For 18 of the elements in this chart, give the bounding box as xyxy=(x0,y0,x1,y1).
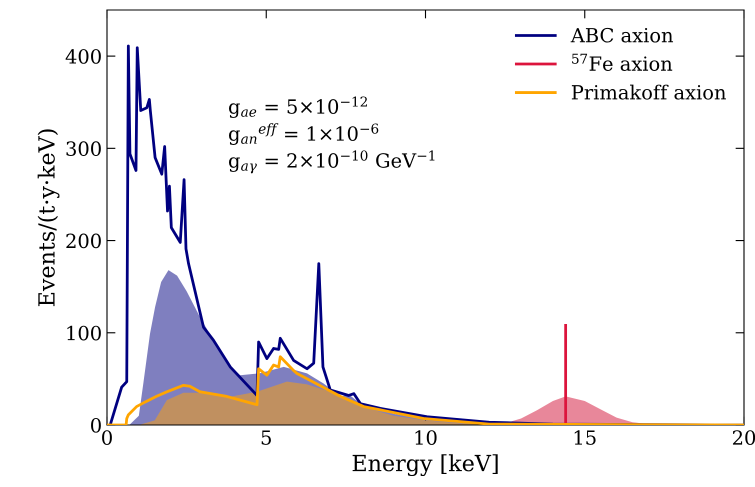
annotation: g$_{ae}$ = 5×10$^{−12}$ xyxy=(229,96,367,118)
x-tick-label: 5 xyxy=(262,430,271,445)
y-tick-label: 300 xyxy=(66,141,101,156)
legend-label: $^{57}$Fe axion xyxy=(572,54,672,71)
x-axis-title: Energy [keV] xyxy=(352,454,498,476)
legend-label: Primakoff axion xyxy=(572,84,726,100)
legend-label: ABC axion xyxy=(570,28,674,43)
y-tick-label: 200 xyxy=(66,234,101,248)
annotation: g$_{an}$$^{eff}$ = 1×10$^{−6}$ xyxy=(229,123,378,145)
y-tick-label: 400 xyxy=(66,49,101,64)
annotation: g$_{aγ}$ = 2×10$^{−10}$ GeV$^{−1}$ xyxy=(229,150,434,174)
x-tick-label: 15 xyxy=(574,430,596,445)
y-tick-label: 0 xyxy=(91,418,101,433)
x-tick-label: 20 xyxy=(732,430,755,445)
y-axis-title: Events/(t·y·keV) xyxy=(38,129,60,306)
y-tick-label: 100 xyxy=(67,326,101,340)
x-tick-label: 10 xyxy=(416,430,437,445)
x-tick-label: 0 xyxy=(102,430,112,445)
